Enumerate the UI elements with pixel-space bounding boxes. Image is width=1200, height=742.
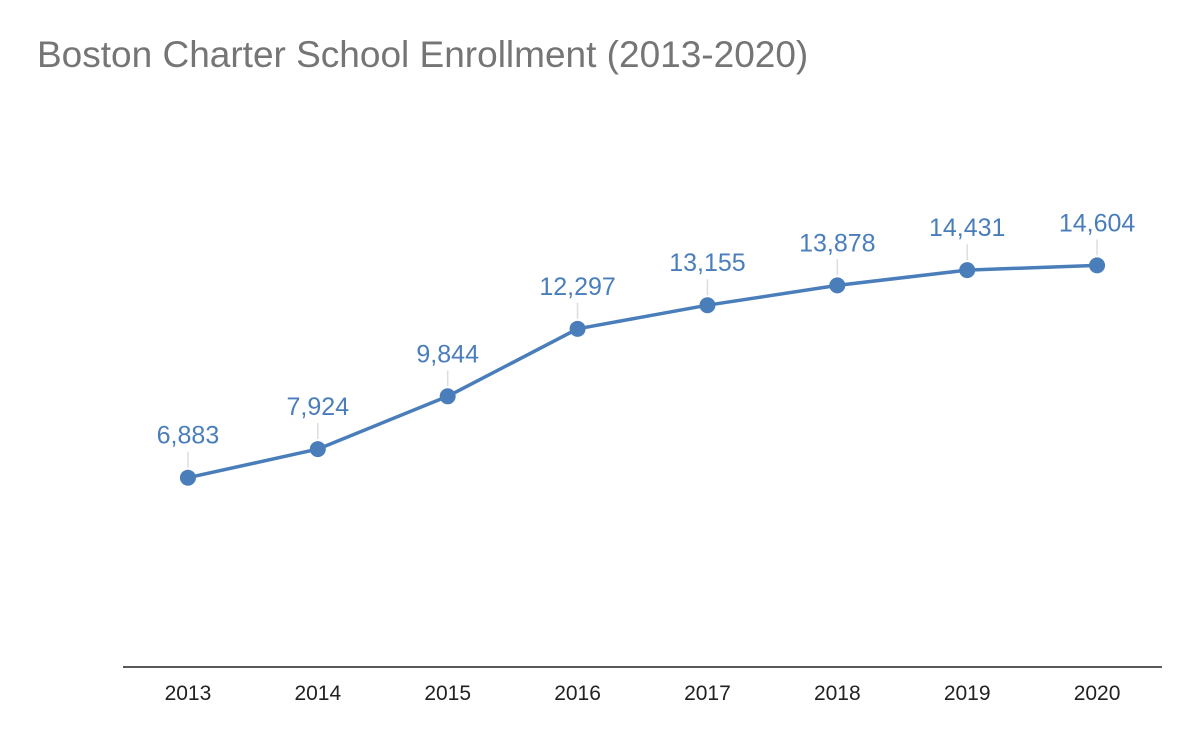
data-points [179,257,1106,486]
data-point [1089,257,1106,274]
data-label: 13,155 [669,249,745,277]
x-tick-label: 2019 [944,682,991,705]
data-point [829,277,846,294]
data-point [959,262,976,279]
data-label: 14,431 [929,214,1005,242]
data-label: 7,924 [287,393,350,421]
data-point [179,469,196,486]
x-tick-label: 2020 [1074,682,1121,705]
x-tick-label: 2014 [294,682,341,705]
x-tick-label: 2016 [554,682,601,705]
series-line [187,263,1098,480]
leader-lines [187,239,1098,468]
x-tick-labels: 2013 2014 2015 2016 2017 2018 2019 2020 [165,682,1121,705]
data-point [439,388,456,405]
data-label: 12,297 [539,273,615,301]
data-point [569,320,586,337]
data-point [309,441,326,458]
data-point [699,297,716,314]
x-tick-label: 2018 [814,682,861,705]
data-label: 9,844 [416,340,479,368]
x-tick-label: 2013 [165,682,212,705]
chart-title: Boston Charter School Enrollment (2013-2… [37,34,809,75]
x-tick-label: 2015 [424,682,471,705]
data-label: 14,604 [1059,209,1136,237]
x-tick-label: 2017 [684,682,731,705]
data-label: 13,878 [799,229,875,257]
data-label: 6,883 [157,422,220,450]
data-labels: 6,883 7,924 9,844 12,297 13,155 13,878 14,431 1… [157,209,1136,449]
